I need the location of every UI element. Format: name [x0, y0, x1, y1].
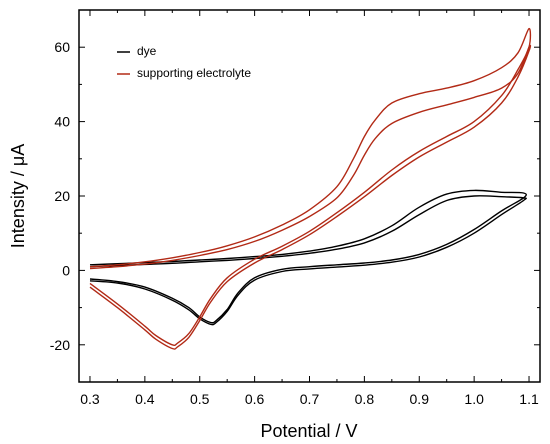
- x-tick-label: 0.4: [135, 391, 155, 407]
- x-tick-labels: 0.3 0.4 0.5 0.6 0.7 0.8 0.9 1.0 1.1: [80, 391, 539, 407]
- x-tick-label: 0.8: [355, 391, 375, 407]
- legend-label-dye: dye: [137, 44, 157, 58]
- x-tick-label: 0.7: [300, 391, 320, 407]
- y-tick-label: -20: [50, 337, 70, 353]
- series-layer: [89, 27, 532, 350]
- y-tick-label: 0: [62, 262, 70, 278]
- x-tick-label: 1.0: [464, 391, 484, 407]
- series-line-dye-cycle-1: [89, 189, 527, 324]
- legend-label-supporting-electrolyte: supporting electrolyte: [137, 66, 251, 80]
- x-axis-label: Potential / V: [260, 421, 357, 441]
- y-tick-label: 20: [54, 188, 70, 204]
- series-line-supporting-electrolyte-cycle-2: [89, 44, 532, 350]
- x-tick-label: 1.1: [519, 391, 539, 407]
- y-tick-label: 60: [54, 39, 70, 55]
- y-tick-label: 40: [54, 114, 70, 130]
- y-tick-labels: -20 0 20 40 60: [50, 39, 70, 353]
- x-tick-label: 0.9: [410, 391, 430, 407]
- x-tick-label: 0.6: [245, 391, 265, 407]
- y-axis-label: Intensity / μA: [8, 144, 28, 248]
- axis-ticks: [79, 9, 540, 383]
- x-tick-label: 0.3: [80, 391, 100, 407]
- legend: dye supporting electrolyte: [117, 44, 251, 80]
- x-tick-label: 0.5: [190, 391, 210, 407]
